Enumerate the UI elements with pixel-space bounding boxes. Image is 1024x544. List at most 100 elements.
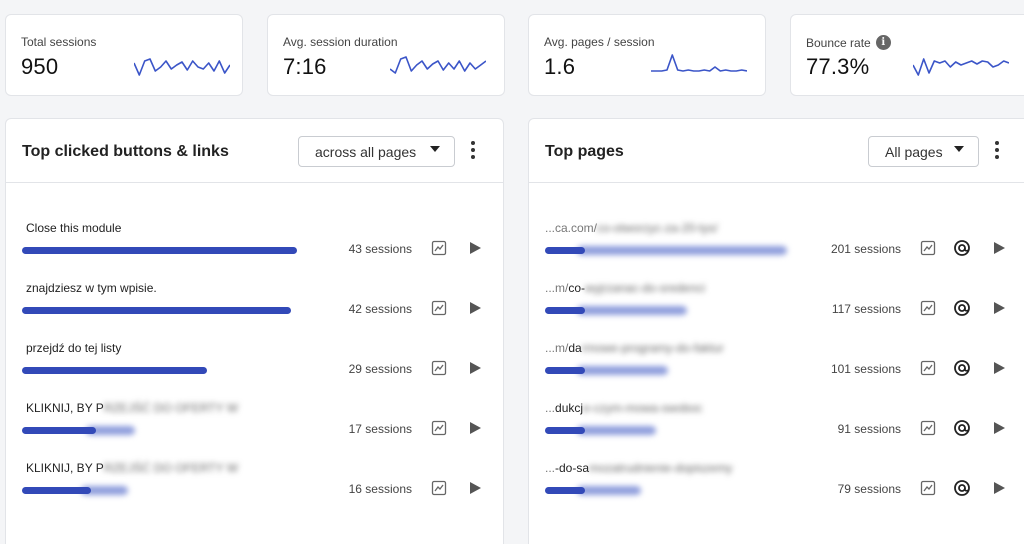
sparkline-series xyxy=(134,58,230,76)
more-options-icon[interactable] xyxy=(993,141,1001,163)
trend-chart-icon[interactable] xyxy=(920,420,936,436)
sessions-bar-fill xyxy=(22,247,297,254)
heatmap-icon[interactable] xyxy=(953,299,971,317)
stat-card-avg-pages-per-session: Avg. pages / session 1.6 xyxy=(528,14,766,96)
heatmap-icon[interactable] xyxy=(953,359,971,377)
table-row[interactable]: ...m/co-wyjrzanac-do-sredenci 117 sessio… xyxy=(529,281,1024,341)
play-recording-icon[interactable] xyxy=(991,480,1007,496)
sessions-bar xyxy=(545,307,585,314)
info-icon[interactable]: i xyxy=(875,35,891,50)
trend-chart-icon[interactable] xyxy=(431,240,447,256)
page-url[interactable]: ...m/co-wyjrzanac-do-sredenci xyxy=(545,281,706,295)
dropdown-value: across all pages xyxy=(315,143,417,160)
panel-title: Top clicked buttons & links xyxy=(22,143,229,160)
panel-title: Top pages xyxy=(545,143,624,160)
sessions-bar-fill xyxy=(22,307,291,314)
dropdown-value: All pages xyxy=(885,143,943,160)
table-row[interactable]: ...dukcje-czym-mowa-swoboc 91 sessions xyxy=(529,401,1024,461)
sessions-count: 16 sessions xyxy=(348,482,412,496)
sparkline-chart xyxy=(651,54,747,72)
bar-blur xyxy=(577,426,656,435)
sessions-bar-fill xyxy=(545,367,585,374)
stat-card-avg-session-duration: Avg. session duration 7:16 xyxy=(267,14,505,96)
heatmap-icon[interactable] xyxy=(953,479,971,497)
trend-chart-icon[interactable] xyxy=(920,360,936,376)
table-row[interactable]: ...m/darmowe-programy-do-faktur 101 sess… xyxy=(529,341,1024,401)
table-row[interactable]: KLIKNIJ, BY PRZEJŚĆ DO OFERTY W 16 sessi… xyxy=(6,461,503,521)
sessions-count: 42 sessions xyxy=(348,302,412,316)
sessions-bar xyxy=(22,487,91,494)
sessions-bar-fill xyxy=(22,427,96,434)
trend-chart-icon[interactable] xyxy=(431,480,447,496)
page-url[interactable]: ...m/darmowe-programy-do-faktur xyxy=(545,341,724,355)
stat-label: Avg. pages / session xyxy=(544,35,655,49)
sessions-bar-fill xyxy=(22,487,91,494)
element-label: Close this module xyxy=(26,221,122,235)
trend-chart-icon[interactable] xyxy=(431,420,447,436)
sessions-bar xyxy=(545,487,585,494)
sparkline-series xyxy=(651,54,747,72)
bar-blur xyxy=(577,246,787,255)
table-row[interactable]: Close this module 43 sessions xyxy=(6,221,503,281)
sessions-bar-fill xyxy=(545,247,585,254)
play-recording-icon[interactable] xyxy=(467,420,483,436)
heatmap-icon[interactable] xyxy=(953,239,971,257)
trend-chart-icon[interactable] xyxy=(920,300,936,316)
sessions-bar xyxy=(545,247,585,254)
heatmap-icon[interactable] xyxy=(953,419,971,437)
play-recording-icon[interactable] xyxy=(991,300,1007,316)
table-row[interactable]: ...ca.com/co-otworzyc-za-20-tys/ 201 ses… xyxy=(529,221,1024,281)
table-row[interactable]: znajdziesz w tym wpisie. 42 sessions xyxy=(6,281,503,341)
sessions-bar xyxy=(22,307,291,314)
table-row[interactable]: ...-do-samozatrudnienie-dopiszemy 79 ses… xyxy=(529,461,1024,521)
sparkline-series xyxy=(390,56,486,74)
page-url[interactable]: ...-do-samozatrudnienie-dopiszemy xyxy=(545,461,733,475)
sessions-bar xyxy=(22,427,96,434)
stat-value: 950 xyxy=(21,54,59,79)
sessions-count: 29 sessions xyxy=(348,362,412,376)
trend-chart-icon[interactable] xyxy=(920,240,936,256)
more-options-icon[interactable] xyxy=(469,141,477,163)
sessions-count: 43 sessions xyxy=(348,242,412,256)
play-recording-icon[interactable] xyxy=(467,480,483,496)
panel-header: Top pages All pages xyxy=(529,119,1024,183)
play-recording-icon[interactable] xyxy=(991,360,1007,376)
table-row[interactable]: KLIKNIJ, BY PRZEJŚĆ DO OFERTY W 17 sessi… xyxy=(6,401,503,461)
sparkline-chart xyxy=(913,58,1009,76)
play-recording-icon[interactable] xyxy=(991,240,1007,256)
sessions-bar-fill xyxy=(545,307,585,314)
element-label: KLIKNIJ, BY PRZEJŚĆ DO OFERTY W xyxy=(26,401,239,415)
sessions-bar xyxy=(22,367,207,374)
page-url[interactable]: ...ca.com/co-otworzyc-za-20-tys/ xyxy=(545,221,718,235)
play-recording-icon[interactable] xyxy=(467,360,483,376)
bar-blur xyxy=(86,426,135,435)
table-row[interactable]: przejdź do tej listy 29 sessions xyxy=(6,341,503,401)
sparkline-chart xyxy=(134,58,230,76)
stat-card-bounce-rate: Bounce rate i 77.3% xyxy=(790,14,1024,96)
sessions-bar-fill xyxy=(22,367,207,374)
play-recording-icon[interactable] xyxy=(467,300,483,316)
stat-label: Bounce rate i xyxy=(806,35,891,50)
page-filter-dropdown[interactable]: across all pages xyxy=(298,136,455,167)
sessions-count: 17 sessions xyxy=(348,422,412,436)
sparkline-series xyxy=(913,58,1009,76)
sessions-count: 201 sessions xyxy=(830,242,901,256)
sessions-bar xyxy=(545,427,585,434)
sessions-bar-fill xyxy=(545,427,585,434)
pages-filter-dropdown[interactable]: All pages xyxy=(868,136,979,167)
panel-header: Top clicked buttons & links across all p… xyxy=(6,119,503,183)
page-url[interactable]: ...dukcje-czym-mowa-swoboc xyxy=(545,401,703,415)
trend-chart-icon[interactable] xyxy=(920,480,936,496)
bar-blur xyxy=(577,306,687,315)
trend-chart-icon[interactable] xyxy=(431,360,447,376)
stat-value: 1.6 xyxy=(544,54,576,79)
play-recording-icon[interactable] xyxy=(991,420,1007,436)
sessions-bar xyxy=(22,247,297,254)
bar-blur xyxy=(577,366,668,375)
element-label: KLIKNIJ, BY PRZEJŚĆ DO OFERTY W xyxy=(26,461,239,475)
top-clicked-buttons-panel: Top clicked buttons & links across all p… xyxy=(5,118,504,544)
sparkline-chart xyxy=(390,56,486,74)
play-recording-icon[interactable] xyxy=(467,240,483,256)
stat-value: 77.3% xyxy=(806,54,870,79)
trend-chart-icon[interactable] xyxy=(431,300,447,316)
